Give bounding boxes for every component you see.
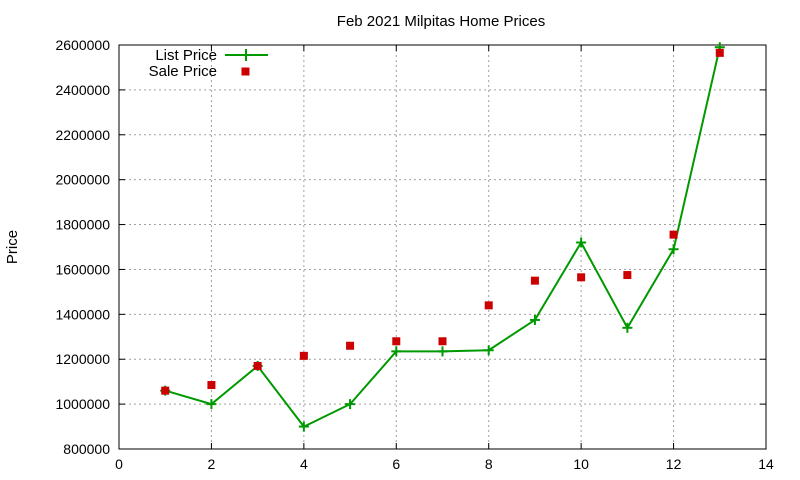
sale-price-point: [438, 337, 447, 346]
x-tick-label: 12: [666, 456, 682, 472]
list-price-point: [391, 346, 402, 357]
list-price-point: [298, 421, 309, 432]
x-tick-label: 8: [485, 456, 493, 472]
legend-label-list-price: List Price: [155, 47, 217, 64]
x-tick-label: 2: [208, 456, 216, 472]
y-tick-label: 1200000: [55, 351, 110, 367]
list-price-point: [345, 399, 356, 410]
y-tick-label: 1000000: [55, 396, 110, 412]
y-tick-label: 800000: [63, 441, 110, 457]
y-tick-label: 2600000: [55, 37, 110, 53]
sale-price-point: [577, 273, 586, 282]
x-tick-label: 6: [392, 456, 400, 472]
legend: List Price Sale Price: [149, 47, 268, 80]
x-tick-label: 10: [573, 456, 589, 472]
list-price-point: [206, 399, 217, 410]
list-price-line: [164, 46, 721, 428]
chart-title: Feb 2021 Milpitas Home Prices: [337, 13, 545, 30]
x-tick-label: 4: [300, 456, 308, 472]
list-price-point: [622, 322, 633, 333]
sale-price-point: [161, 386, 170, 395]
sale-price-point: [715, 48, 724, 57]
y-axis-label: Price: [4, 230, 21, 264]
list-price-point: [576, 237, 587, 248]
y-tick-label: 1400000: [55, 306, 110, 322]
sale-price-point: [392, 337, 401, 346]
series: [160, 42, 725, 432]
sale-price-point: [299, 351, 308, 360]
sale-price-point: [253, 361, 262, 370]
x-tick-label: 14: [758, 456, 774, 472]
list-price-point: [483, 345, 494, 356]
y-tick-label: 1800000: [55, 217, 110, 233]
sale-price-point: [530, 276, 539, 285]
sale-price-point: [669, 230, 678, 239]
legend-marker-list-price: [240, 49, 252, 61]
y-tick-label: 2000000: [55, 172, 110, 188]
grid: [119, 45, 766, 449]
sale-price-point: [207, 381, 216, 390]
y-tick-label: 2400000: [55, 82, 110, 98]
legend-marker-sale-price: [241, 67, 250, 76]
plot-frame: [118, 44, 767, 450]
list-price-point: [668, 244, 679, 255]
y-tick-label: 1600000: [55, 261, 110, 277]
sale-price-point: [623, 271, 632, 280]
x-tick-label: 0: [115, 456, 123, 472]
axes: 0 2 4 6 8 10 12 14 800000 1000000 1200000 1400000 16…: [55, 37, 774, 472]
legend-label-sale-price: Sale Price: [149, 63, 217, 80]
y-tick-label: 2200000: [55, 127, 110, 143]
list-price-point: [529, 314, 540, 325]
list-price-point: [437, 346, 448, 357]
sale-price-point: [346, 341, 355, 350]
sale-price-point: [484, 301, 493, 310]
